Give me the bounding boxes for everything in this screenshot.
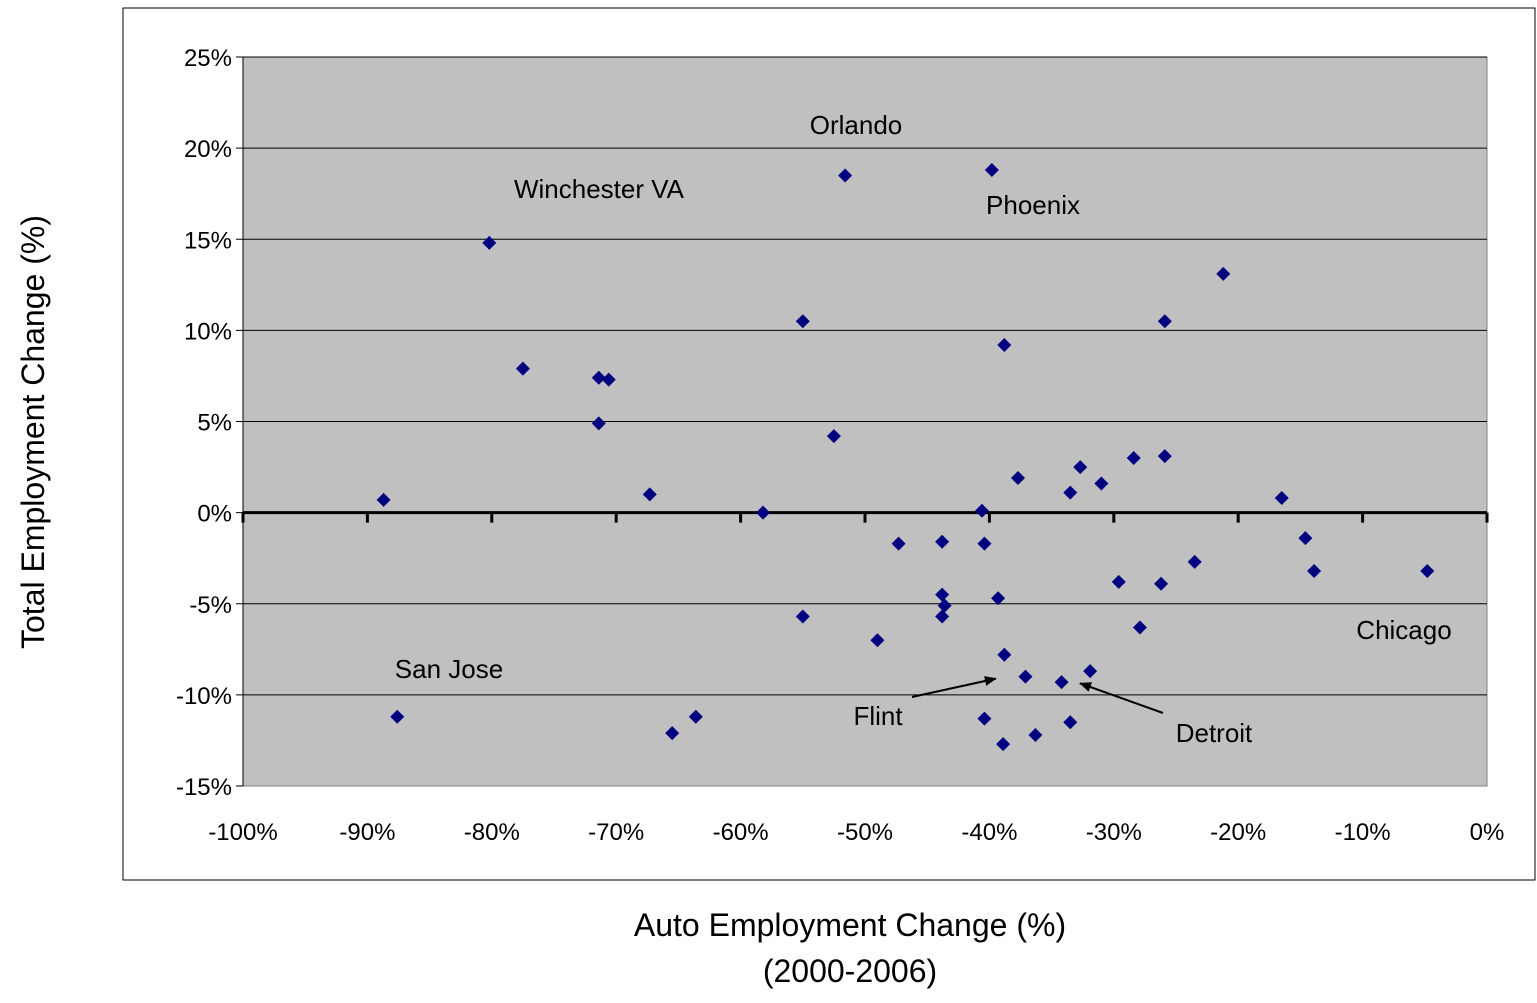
annotation-winchester-va: Winchester VA — [514, 174, 685, 204]
annotation-orlando: Orlando — [810, 110, 903, 140]
x-tick-label: -80% — [464, 819, 520, 846]
x-axis-ticks: -100% -90% -80% -70% -60% -50% -40% -30% -20% -10… — [208, 512, 1505, 846]
x-tick-label: -10% — [1335, 819, 1391, 846]
data-points — [376, 162, 1435, 752]
y-tick-label: -10% — [176, 683, 232, 710]
data-point — [1126, 450, 1141, 465]
data-point — [1011, 470, 1026, 485]
x-tick-label: -40% — [961, 819, 1017, 846]
y-tick-label: 20% — [184, 136, 232, 163]
data-point — [991, 591, 1006, 606]
detroit-arrow — [1079, 682, 1164, 714]
data-point — [996, 737, 1011, 752]
y-tick-label: 10% — [184, 318, 232, 345]
y-tick-label: 15% — [184, 227, 232, 254]
data-point — [1028, 727, 1043, 742]
data-point — [891, 536, 906, 551]
data-point — [935, 534, 950, 549]
y-tick-label: -5% — [189, 592, 232, 619]
data-point — [1083, 664, 1098, 679]
data-point — [1154, 576, 1169, 591]
x-tick-label: -90% — [339, 819, 395, 846]
y-tick-label: 5% — [197, 410, 232, 437]
data-point — [1094, 476, 1109, 491]
data-point — [1307, 563, 1322, 578]
data-point — [1054, 675, 1069, 690]
data-point — [977, 536, 992, 551]
data-point — [642, 487, 657, 502]
x-tick-label: -20% — [1210, 819, 1266, 846]
data-point — [755, 505, 770, 520]
data-point — [997, 337, 1012, 352]
data-point — [935, 609, 950, 624]
data-point — [984, 162, 999, 177]
data-point — [937, 598, 952, 613]
data-point — [515, 361, 530, 376]
annotation-san-jose: San Jose — [395, 654, 503, 684]
data-point — [1063, 485, 1078, 500]
y-axis-ticks: -15% -10% -5% 0% 5% 10% 15% 20% 25% — [176, 45, 244, 801]
data-point — [601, 372, 616, 387]
data-point — [997, 647, 1012, 662]
data-point — [1420, 563, 1435, 578]
annotation-flint: Flint — [853, 701, 903, 731]
data-point — [795, 314, 810, 329]
flint-arrow — [911, 676, 997, 698]
data-point — [1274, 491, 1289, 506]
data-point — [591, 416, 606, 431]
x-tick-label: -60% — [713, 819, 769, 846]
data-point — [482, 235, 497, 250]
data-point — [665, 726, 680, 741]
data-point — [974, 503, 989, 518]
x-tick-label: -70% — [588, 819, 644, 846]
annotations: Winchester VA Orlando Phoenix San Jose C… — [395, 110, 1452, 748]
annotation-chicago: Chicago — [1356, 615, 1451, 645]
x-axis-label: Auto Employment Change (%) — [634, 907, 1066, 943]
data-point — [1216, 266, 1231, 281]
data-point — [376, 492, 391, 507]
annotation-detroit: Detroit — [1176, 718, 1253, 748]
y-tick-label: -15% — [176, 774, 232, 801]
annotation-phoenix: Phoenix — [986, 190, 1080, 220]
x-tick-label: 0% — [1470, 819, 1505, 846]
data-point — [1157, 314, 1172, 329]
data-point — [390, 709, 405, 724]
y-tick-label: 25% — [184, 45, 232, 72]
data-point — [1063, 715, 1078, 730]
data-point — [1187, 554, 1202, 569]
x-tick-label: -50% — [837, 819, 893, 846]
data-point — [1073, 460, 1088, 475]
data-point — [1018, 669, 1033, 684]
data-point — [1132, 620, 1147, 635]
data-point — [826, 429, 841, 444]
data-point — [688, 709, 703, 724]
data-point — [838, 168, 853, 183]
x-tick-label: -100% — [208, 819, 277, 846]
gridlines — [243, 56, 1487, 696]
data-point — [591, 370, 606, 385]
data-point — [1298, 531, 1313, 546]
data-point — [1111, 574, 1126, 589]
data-point — [977, 711, 992, 726]
data-point — [795, 609, 810, 624]
data-point — [870, 633, 885, 648]
x-tick-label: -30% — [1086, 819, 1142, 846]
x-axis-label-period: (2000-2006) — [763, 953, 937, 989]
data-point — [1157, 449, 1172, 464]
data-point — [935, 587, 950, 602]
y-tick-label: 0% — [197, 501, 232, 528]
y-axis-label: Total Employment Change (%) — [15, 215, 51, 649]
